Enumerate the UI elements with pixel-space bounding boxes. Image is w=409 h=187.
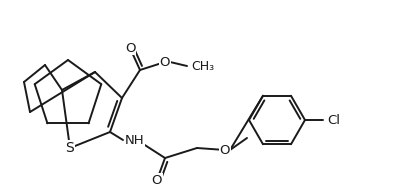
Text: O: O	[220, 143, 230, 157]
Text: O: O	[152, 174, 162, 186]
Text: S: S	[65, 141, 74, 155]
Text: Cl: Cl	[327, 114, 340, 126]
Text: CH₃: CH₃	[191, 59, 214, 73]
Text: NH: NH	[125, 134, 145, 146]
Text: O: O	[125, 42, 135, 54]
Text: O: O	[160, 56, 170, 68]
